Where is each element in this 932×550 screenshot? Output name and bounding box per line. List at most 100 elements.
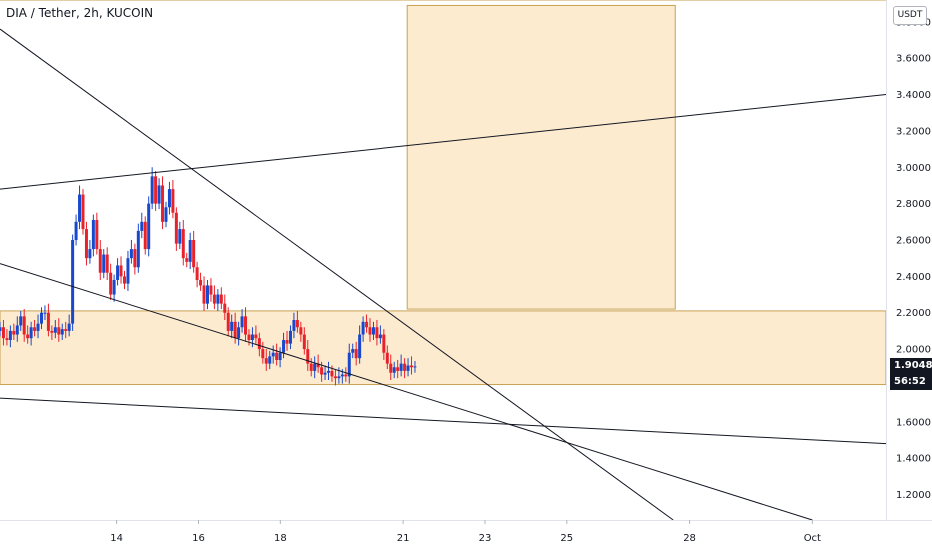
candle xyxy=(102,249,106,279)
candle xyxy=(188,232,192,270)
candle xyxy=(91,214,95,257)
candle xyxy=(143,216,147,255)
candle xyxy=(219,287,223,310)
candle xyxy=(382,329,386,360)
candle xyxy=(22,309,26,342)
candle xyxy=(195,261,199,288)
candle xyxy=(8,325,12,348)
candle xyxy=(257,332,261,357)
candle xyxy=(181,220,185,266)
candle xyxy=(205,280,209,310)
candle xyxy=(237,321,241,346)
candle xyxy=(192,230,196,273)
candle xyxy=(167,181,171,215)
upper-rising-line[interactable] xyxy=(0,94,887,190)
candle xyxy=(154,170,158,211)
chart-title: DIA / Tether, 2h, KUCOIN xyxy=(6,6,154,20)
candle xyxy=(39,307,43,330)
candle xyxy=(53,320,57,339)
candle xyxy=(368,318,372,342)
candle xyxy=(299,321,303,342)
candle xyxy=(254,325,258,344)
price-tick-label: 2.2000 xyxy=(896,308,931,319)
candle xyxy=(264,349,268,371)
candle xyxy=(309,358,313,377)
candle xyxy=(119,256,123,284)
last-price-tag: 1.9048 xyxy=(890,358,932,375)
candle xyxy=(15,316,19,342)
candle xyxy=(323,365,327,380)
candle xyxy=(392,361,396,379)
time-tick-label: 14 xyxy=(110,533,123,544)
time-tick-label: 28 xyxy=(683,533,696,544)
candle xyxy=(403,358,407,379)
price-axis[interactable]: 3.80003.60003.40003.20003.00002.80002.60… xyxy=(896,17,931,501)
price-tick-label: 3.4000 xyxy=(896,90,931,101)
candle xyxy=(351,343,355,359)
price-tick-label: 2.6000 xyxy=(896,236,931,247)
candle xyxy=(67,314,71,337)
candle xyxy=(122,270,126,290)
candle xyxy=(71,234,75,331)
candle xyxy=(223,294,227,320)
candle xyxy=(174,207,178,251)
support-zone[interactable] xyxy=(0,310,887,386)
candle xyxy=(81,189,85,235)
candle xyxy=(88,240,92,264)
candle xyxy=(64,321,68,339)
candle xyxy=(33,320,37,337)
candle xyxy=(112,274,116,302)
candle xyxy=(410,356,414,375)
candle xyxy=(1,320,5,346)
time-tick-label: 16 xyxy=(192,533,205,544)
candle xyxy=(413,360,417,373)
candle xyxy=(278,347,282,368)
candle xyxy=(347,343,351,384)
candle xyxy=(209,278,213,302)
candle xyxy=(95,212,99,255)
candle xyxy=(5,329,9,346)
candle xyxy=(240,309,244,333)
candle xyxy=(385,345,389,370)
candle xyxy=(354,341,358,366)
price-tick-label: 1.2000 xyxy=(896,490,931,501)
candle xyxy=(233,312,237,344)
currency-badge[interactable]: USDT xyxy=(893,6,927,25)
candle xyxy=(271,345,275,364)
candle xyxy=(288,325,292,350)
candle xyxy=(105,247,109,280)
candle xyxy=(116,258,120,286)
candle xyxy=(396,360,400,379)
candle xyxy=(399,354,403,377)
candle xyxy=(19,310,23,331)
price-tick-label: 2.4000 xyxy=(896,272,931,283)
price-tick-label: 3.0000 xyxy=(896,163,931,174)
candle xyxy=(161,176,165,230)
steep-descending-line[interactable] xyxy=(0,28,674,521)
candle xyxy=(226,307,230,337)
zones-layer xyxy=(0,0,887,386)
candle xyxy=(199,272,203,291)
candle xyxy=(150,167,154,210)
candle xyxy=(46,303,50,337)
time-axis[interactable]: 14 16 18 21 23 25 28 Oct xyxy=(110,520,821,544)
candle xyxy=(98,240,102,280)
candle xyxy=(292,312,296,339)
candle xyxy=(12,323,16,340)
candle xyxy=(285,330,289,351)
candle xyxy=(327,361,331,380)
trendlines-layer xyxy=(0,28,887,521)
lower-descending-line[interactable] xyxy=(0,397,887,445)
price-tick-label: 1.6000 xyxy=(896,417,931,428)
time-tick-label: Oct xyxy=(804,533,821,544)
target-zone[interactable] xyxy=(406,4,676,310)
candle xyxy=(109,263,113,300)
candle xyxy=(306,340,310,371)
candle xyxy=(129,240,133,264)
time-tick-label: 23 xyxy=(479,533,492,544)
candle xyxy=(361,316,365,342)
mid-descending-line[interactable] xyxy=(0,263,813,521)
candle xyxy=(389,354,393,380)
candle xyxy=(313,356,317,379)
